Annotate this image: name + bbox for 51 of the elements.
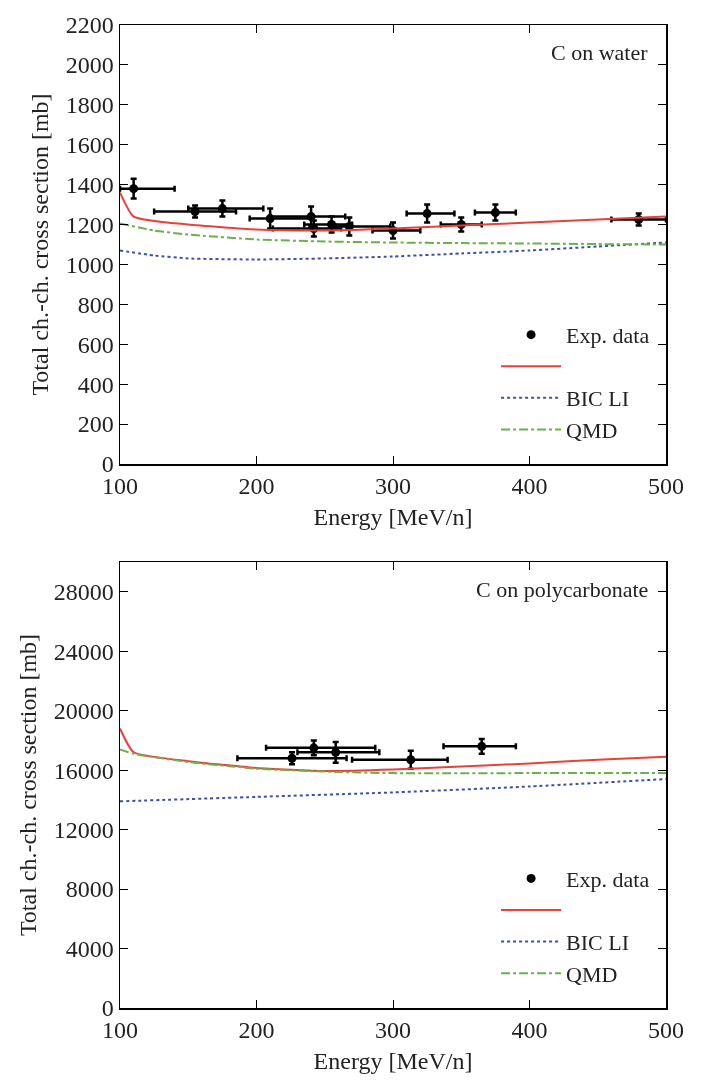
y-tick-label: 600 xyxy=(77,331,114,358)
point xyxy=(129,184,139,194)
y-tick-label: 12000 xyxy=(53,817,114,843)
point xyxy=(217,204,227,214)
point xyxy=(477,741,487,751)
x-tick-label: 200 xyxy=(238,473,275,500)
legend-label: Exp. data xyxy=(566,867,650,892)
x-tick-label: 400 xyxy=(511,473,548,500)
y-tick-label: 16000 xyxy=(53,757,114,784)
legend-label: Exp. data xyxy=(566,323,650,349)
y-tick-label: 400 xyxy=(77,371,114,398)
line-series xyxy=(120,222,666,246)
y-axis-title: Total ch.-ch. cross section [mb] xyxy=(15,633,42,937)
y-tick-label: 28000 xyxy=(53,579,114,606)
x-tick-label: 300 xyxy=(375,1017,411,1044)
y-tick-label: 2200 xyxy=(65,12,114,39)
y-tick-label: 24000 xyxy=(53,638,114,665)
x-axis-title: Energy [MeV/n] xyxy=(313,1048,473,1075)
y-tick-label: 1600 xyxy=(65,132,114,159)
point xyxy=(490,208,500,218)
x-tick-label: 200 xyxy=(238,1017,275,1044)
y-tick-label: 2000 xyxy=(65,52,114,79)
y-tick-label: 1200 xyxy=(65,211,114,238)
line-series xyxy=(120,727,666,772)
legend-label: BIC LI xyxy=(566,930,630,956)
legend-label: QMD xyxy=(566,961,618,987)
x-tick-label: 400 xyxy=(511,1017,548,1044)
y-axis-title: Total ch.-ch. cross section [mb] xyxy=(27,93,54,396)
y-tick-label: 1000 xyxy=(65,251,114,278)
y-tick-label: 1800 xyxy=(65,92,114,119)
x-axis-title: Energy [MeV/n] xyxy=(313,504,473,531)
point xyxy=(265,214,275,224)
y-tick-label: 800 xyxy=(77,291,114,318)
line-series xyxy=(120,778,666,803)
annotation: C on water xyxy=(551,40,649,65)
y-tick-label: 20000 xyxy=(53,698,114,725)
annotation: C on polycarbonate xyxy=(476,577,649,602)
y-tick-label: 200 xyxy=(77,411,114,438)
line-series xyxy=(120,748,666,775)
line-series xyxy=(120,241,666,261)
y-tick-label: 1400 xyxy=(65,172,114,199)
y-tick-label: 8000 xyxy=(65,876,114,903)
x-tick-label: 300 xyxy=(375,473,411,500)
legend-label: BIC LI xyxy=(566,386,630,412)
x-tick-label: 500 xyxy=(648,1017,684,1044)
x-tick-label: 500 xyxy=(648,473,684,500)
point xyxy=(306,212,316,222)
legend-label: QMD xyxy=(566,418,618,444)
y-tick-label: 4000 xyxy=(65,935,114,962)
point xyxy=(406,755,416,765)
point xyxy=(422,209,432,219)
